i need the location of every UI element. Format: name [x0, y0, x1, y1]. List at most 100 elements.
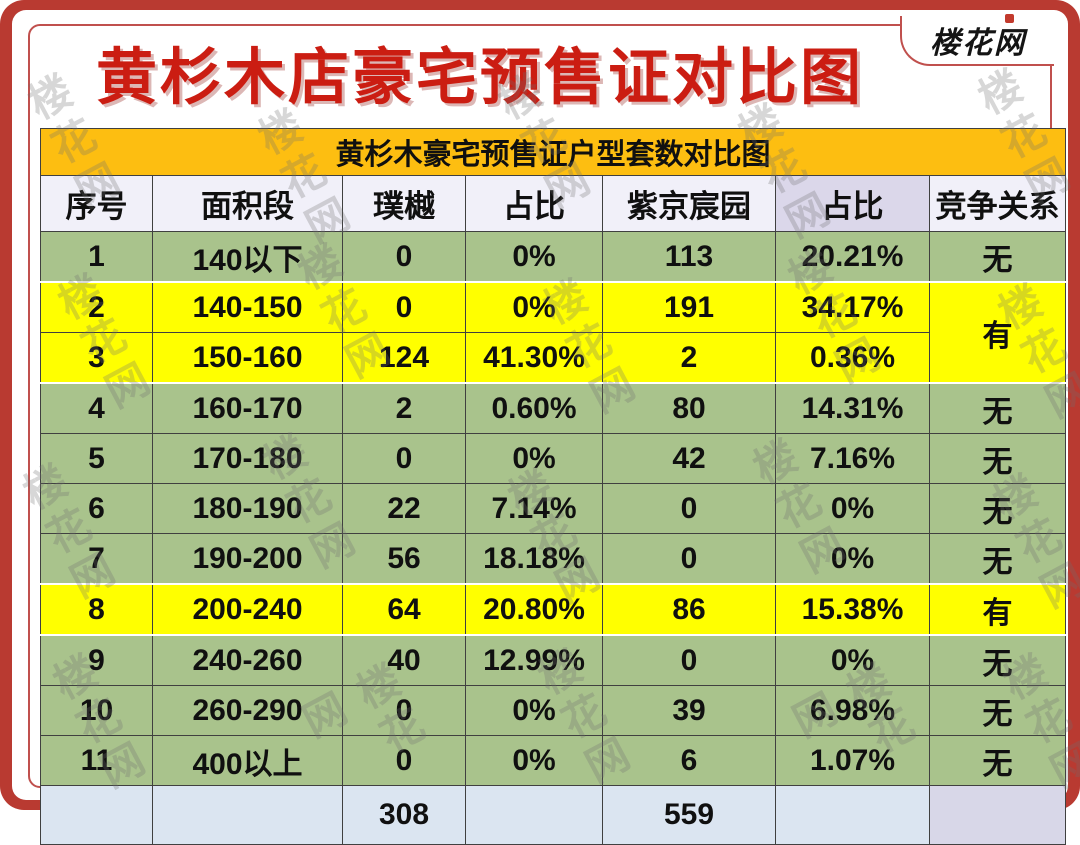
cell-zijing-count: 0	[602, 634, 776, 686]
cell-puyue-count: 0	[342, 735, 466, 786]
cell-area: 200-240	[152, 583, 343, 636]
cell-puyue-count: 64	[342, 583, 466, 636]
cell-competition: 无	[928, 735, 1067, 786]
table-header-row: 序号 面积段 璞樾 占比 紫京宸园 占比 竞争关系	[40, 175, 1067, 232]
cell-puyue-pct: 0%	[465, 735, 603, 786]
cell-zijing-pct: 1.07%	[775, 735, 930, 786]
table-row: 2 140-150 0 0% 191 34.17% 有	[40, 281, 1067, 384]
cell-no: 3	[40, 332, 153, 384]
logo-box: 楼花网	[900, 14, 1054, 66]
cell-competition: 无	[928, 231, 1067, 283]
total-zijing-count: 559	[602, 785, 776, 845]
cell-no: 11	[40, 735, 153, 786]
cell-zijing-pct: 14.31%	[775, 382, 930, 434]
column-header-puyue: 璞樾	[342, 175, 466, 232]
cell-puyue-count: 56	[342, 533, 466, 585]
cell-zijing-pct: 7.16%	[775, 433, 930, 484]
cell-no: 8	[40, 583, 153, 636]
cell-area: 150-160	[152, 332, 343, 384]
table-row: 3 150-160 124 41.30% 2 0.36%	[40, 332, 1066, 384]
total-empty-zijing-pct	[775, 785, 930, 845]
cell-no: 6	[40, 483, 153, 534]
cell-competition: 无	[928, 685, 1067, 736]
cell-puyue-pct: 0.60%	[465, 382, 603, 434]
cell-puyue-pct: 12.99%	[465, 634, 603, 686]
cell-area: 170-180	[152, 433, 343, 484]
cell-zijing-count: 39	[602, 685, 776, 736]
cell-zijing-pct: 15.38%	[775, 583, 930, 636]
table-body: 1 140以下 0 0% 113 20.21% 无 2 140-150 0 0% 191 34.17% 有…	[40, 231, 1067, 786]
table-row: 5 170-180 0 0% 42 7.16% 无	[40, 433, 1067, 484]
cell-puyue-pct: 0%	[465, 281, 603, 333]
cell-area: 140以下	[152, 231, 343, 283]
cell-zijing-pct: 0.36%	[775, 332, 930, 384]
cell-zijing-pct: 6.98%	[775, 685, 930, 736]
cell-competition: 无	[928, 483, 1067, 534]
table-row: 7 190-200 56 18.18% 0 0% 无	[40, 533, 1067, 585]
cell-no: 1	[40, 231, 153, 283]
cell-zijing-pct: 0%	[775, 533, 930, 585]
logo-seal-icon	[1005, 14, 1014, 23]
cell-competition: 无	[928, 433, 1067, 484]
cell-competition: 有	[928, 583, 1067, 636]
cell-puyue-pct: 0%	[465, 231, 603, 283]
table-row: 1 140以下 0 0% 113 20.21% 无	[40, 231, 1067, 283]
cell-puyue-pct: 0%	[465, 685, 603, 736]
cell-zijing-count: 42	[602, 433, 776, 484]
cell-no: 10	[40, 685, 153, 736]
total-row: 308 559	[40, 785, 1067, 845]
total-empty-no	[40, 785, 153, 845]
cell-puyue-count: 0	[342, 685, 466, 736]
cell-no: 2	[40, 281, 153, 333]
cell-area: 140-150	[152, 281, 343, 333]
total-empty-puyue-pct	[465, 785, 603, 845]
table-row: 9 240-260 40 12.99% 0 0% 无	[40, 634, 1067, 686]
table-row: 10 260-290 0 0% 39 6.98% 无	[40, 685, 1067, 736]
logo-text: 楼花网	[930, 27, 1026, 60]
cell-area: 160-170	[152, 382, 343, 434]
cell-zijing-pct: 34.17%	[775, 281, 930, 333]
table-row: 11 400以上 0 0% 6 1.07% 无	[40, 735, 1067, 786]
total-empty-competition	[928, 785, 1067, 845]
content-card: 黄杉木店豪宅预售证对比图 黄杉木豪宅预售证户型套数对比图 序号 面积段 璞樾 占…	[12, 10, 1080, 845]
cell-no: 9	[40, 634, 153, 686]
cell-zijing-count: 113	[602, 231, 776, 283]
cell-zijing-count: 80	[602, 382, 776, 434]
cell-area: 260-290	[152, 685, 343, 736]
cell-puyue-count: 22	[342, 483, 466, 534]
cell-puyue-pct: 41.30%	[465, 332, 603, 384]
cell-puyue-pct: 0%	[465, 433, 603, 484]
cell-zijing-pct: 0%	[775, 634, 930, 686]
cell-puyue-count: 40	[342, 634, 466, 686]
cell-puyue-pct: 18.18%	[465, 533, 603, 585]
cell-competition: 有	[928, 281, 1067, 384]
cell-competition: 无	[928, 533, 1067, 585]
cell-competition: 无	[928, 382, 1067, 434]
cell-zijing-count: 0	[602, 533, 776, 585]
page-title: 黄杉木店豪宅预售证对比图	[95, 43, 864, 111]
cell-zijing-count: 2	[602, 332, 776, 384]
table-banner: 黄杉木豪宅预售证户型套数对比图	[39, 128, 1067, 176]
cell-area: 240-260	[152, 634, 343, 686]
cell-area: 180-190	[152, 483, 343, 534]
table-banner-row: 黄杉木豪宅预售证户型套数对比图	[39, 128, 1067, 176]
cell-puyue-count: 2	[342, 382, 466, 434]
cell-area: 400以上	[152, 735, 343, 786]
table-row: 6 180-190 22 7.14% 0 0% 无	[40, 483, 1067, 534]
cell-zijing-count: 0	[602, 483, 776, 534]
cell-puyue-pct: 7.14%	[465, 483, 603, 534]
cell-area: 190-200	[152, 533, 343, 585]
cell-no: 4	[40, 382, 153, 434]
cell-puyue-count: 0	[342, 281, 466, 333]
cell-no: 7	[40, 533, 153, 585]
comparison-table: 黄杉木豪宅预售证户型套数对比图 序号 面积段 璞樾 占比 紫京宸园 占比 竞争关…	[39, 128, 1067, 845]
cell-puyue-count: 0	[342, 433, 466, 484]
total-puyue-count: 308	[342, 785, 466, 845]
column-header-area: 面积段	[152, 175, 343, 232]
cell-zijing-pct: 20.21%	[775, 231, 930, 283]
table-row: 4 160-170 2 0.60% 80 14.31% 无	[40, 382, 1067, 434]
cell-zijing-pct: 0%	[775, 483, 930, 534]
column-header-competition: 竞争关系	[928, 175, 1067, 232]
cell-puyue-count: 0	[342, 231, 466, 283]
cell-competition: 无	[928, 634, 1067, 686]
